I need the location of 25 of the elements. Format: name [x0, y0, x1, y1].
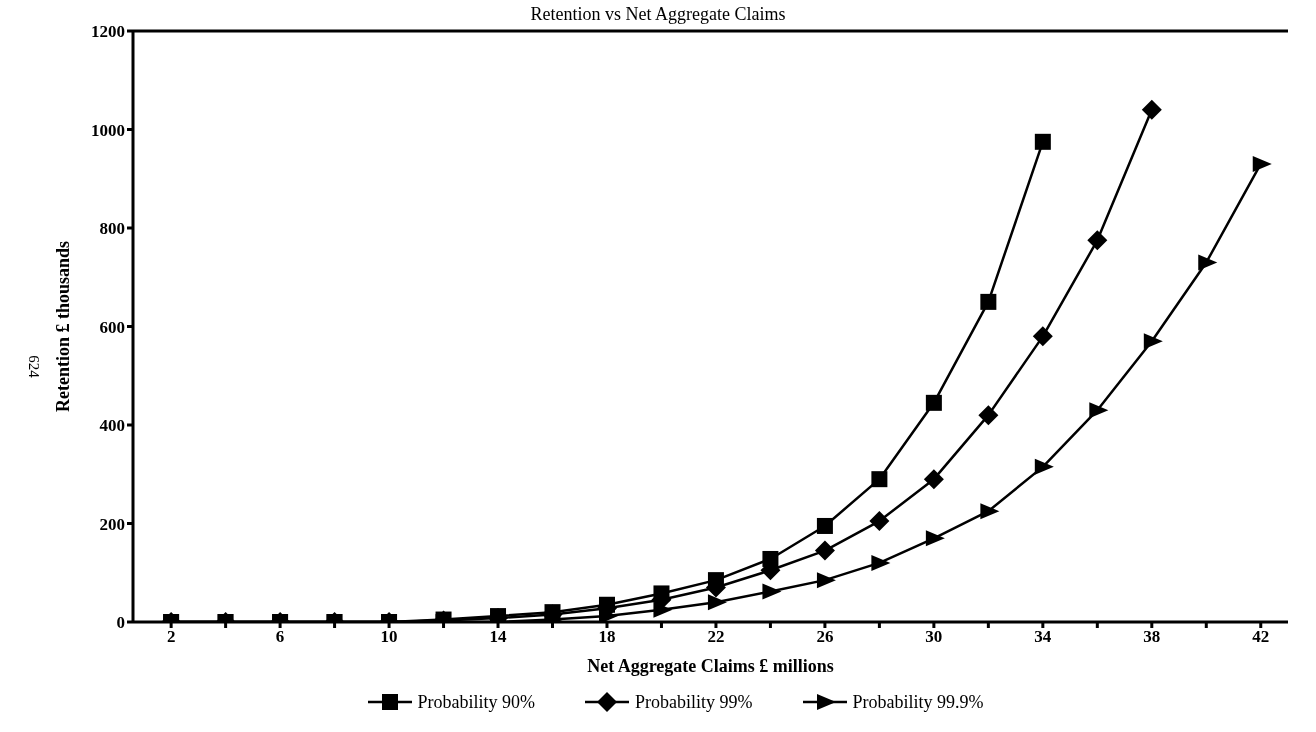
x-tick-label: 2 [166, 627, 176, 647]
x-tick-label: 10 [380, 627, 398, 647]
x-tick-label: 6 [275, 627, 285, 647]
x-tick-label: 34 [1034, 627, 1052, 647]
x-tick-label: 22 [707, 627, 725, 647]
y-tick-label: 0 [116, 613, 125, 633]
x-tick-label: 42 [1252, 627, 1270, 647]
x-axis-title: Net Aggregate Claims £ millions [587, 656, 834, 676]
y-tick-label: 800 [99, 219, 125, 239]
y-tick-label: 1000 [91, 120, 125, 140]
y-tick-label: 200 [99, 514, 125, 534]
x-tick-label: 14 [489, 627, 508, 647]
legend-label: Probability 99.9% [852, 691, 984, 713]
y-tick-label: 1200 [91, 22, 125, 42]
x-tick-label: 30 [925, 627, 943, 647]
y-axis-title: Retention £ thousands [53, 240, 74, 413]
chart-title: Retention vs Net Aggregate Claims [530, 4, 786, 24]
legend-label: Probability 99% [635, 691, 753, 713]
text: 624 [24, 355, 42, 378]
y-tick-label: 400 [99, 416, 125, 436]
legend-label: Probability 90% [417, 691, 535, 713]
x-tick-label: 18 [598, 627, 616, 647]
y-tick-label: 600 [99, 317, 125, 337]
x-tick-label: 26 [816, 627, 834, 647]
x-tick-label: 38 [1143, 627, 1161, 647]
